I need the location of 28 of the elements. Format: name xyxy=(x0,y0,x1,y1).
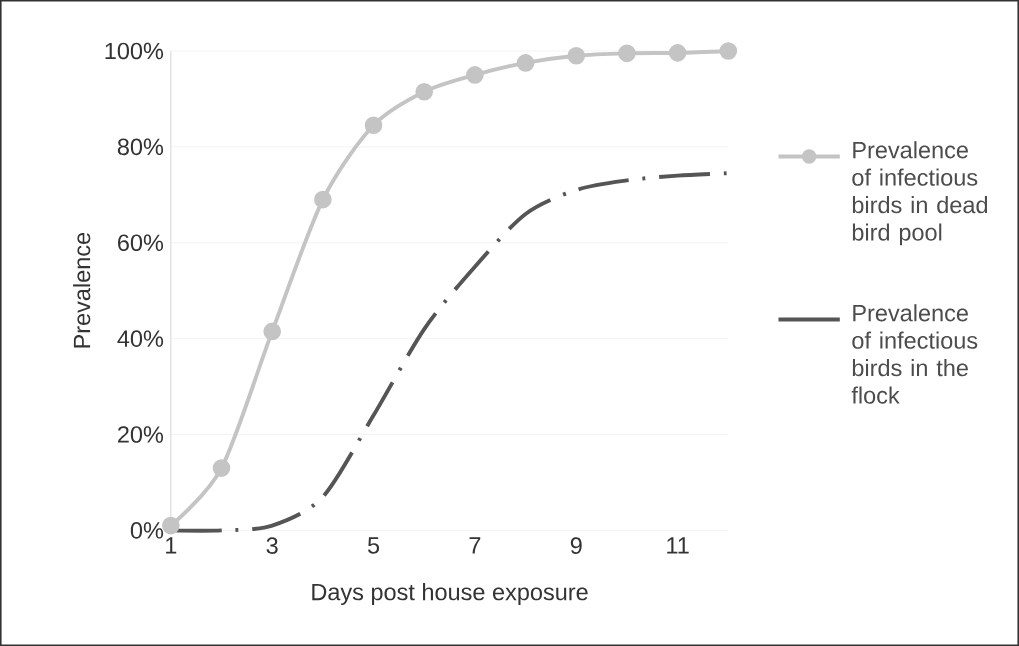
point xyxy=(466,66,484,84)
point xyxy=(415,82,434,101)
x-tick-label: 3 xyxy=(266,537,278,554)
point xyxy=(263,322,281,341)
point xyxy=(567,46,586,65)
y-tick-label: 40% xyxy=(117,330,164,347)
y-tick-label: 20% xyxy=(118,426,164,443)
point xyxy=(719,42,738,60)
point xyxy=(668,44,687,62)
y-axis-title: Prevalence xyxy=(73,232,91,348)
x-tick-label: 1 xyxy=(166,537,177,554)
legend-label: Prevalence of infectious birds in dead bird pool xyxy=(852,141,988,246)
point xyxy=(364,116,383,135)
point xyxy=(618,44,636,63)
x-tick-label: 9 xyxy=(570,537,582,554)
point xyxy=(212,459,231,477)
x-tick-label: 5 xyxy=(367,537,380,554)
point xyxy=(516,54,535,72)
y-tick-label: 100% xyxy=(105,42,164,60)
y-tick-label: 0% xyxy=(130,522,164,539)
point xyxy=(314,190,332,209)
point xyxy=(162,516,180,535)
x-tick-label: 11 xyxy=(667,537,689,554)
y-tick-label: 80% xyxy=(117,138,164,156)
y-tick-label: 60% xyxy=(118,234,164,252)
x-axis-title: Days post house exposure xyxy=(312,583,588,606)
x-tick-label: 7 xyxy=(469,537,481,554)
legend-label: Prevalence of infectious birds in the flock xyxy=(851,304,978,404)
